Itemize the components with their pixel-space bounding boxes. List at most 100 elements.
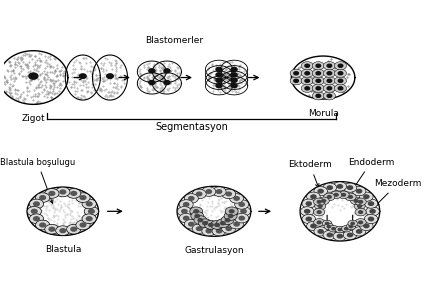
Circle shape bbox=[179, 200, 193, 209]
Circle shape bbox=[190, 207, 203, 216]
Circle shape bbox=[204, 221, 217, 229]
Circle shape bbox=[324, 69, 335, 77]
Circle shape bbox=[164, 69, 170, 73]
Circle shape bbox=[164, 80, 170, 85]
Circle shape bbox=[221, 216, 234, 225]
Circle shape bbox=[71, 227, 76, 231]
Circle shape bbox=[86, 217, 92, 221]
Circle shape bbox=[35, 220, 50, 230]
Circle shape bbox=[325, 222, 329, 225]
Circle shape bbox=[346, 223, 356, 230]
Circle shape bbox=[236, 206, 251, 216]
Circle shape bbox=[324, 62, 335, 70]
Text: Ektoderm: Ektoderm bbox=[288, 160, 332, 187]
Circle shape bbox=[314, 186, 327, 196]
Circle shape bbox=[355, 219, 366, 226]
Circle shape bbox=[314, 202, 326, 210]
Circle shape bbox=[324, 77, 335, 85]
Circle shape bbox=[324, 84, 335, 92]
Circle shape bbox=[338, 72, 343, 75]
Circle shape bbox=[229, 214, 233, 218]
Circle shape bbox=[341, 225, 351, 232]
Text: Blastula: Blastula bbox=[44, 245, 81, 255]
Circle shape bbox=[301, 84, 313, 92]
Circle shape bbox=[338, 191, 349, 198]
Circle shape bbox=[318, 197, 329, 205]
Circle shape bbox=[229, 219, 244, 229]
Circle shape bbox=[312, 84, 324, 92]
Circle shape bbox=[235, 200, 249, 209]
Circle shape bbox=[322, 200, 326, 202]
Circle shape bbox=[197, 192, 202, 196]
Circle shape bbox=[338, 229, 342, 231]
Circle shape bbox=[67, 188, 81, 198]
Circle shape bbox=[327, 87, 332, 90]
Circle shape bbox=[316, 87, 321, 90]
Circle shape bbox=[312, 92, 324, 100]
Circle shape bbox=[27, 206, 41, 216]
Circle shape bbox=[216, 219, 229, 228]
Circle shape bbox=[210, 221, 223, 229]
Circle shape bbox=[290, 77, 302, 85]
Circle shape bbox=[314, 227, 327, 236]
Circle shape bbox=[226, 192, 232, 196]
Circle shape bbox=[231, 73, 237, 77]
Circle shape bbox=[327, 233, 332, 237]
Circle shape bbox=[312, 62, 324, 70]
Circle shape bbox=[178, 206, 191, 216]
Circle shape bbox=[182, 210, 187, 213]
Circle shape bbox=[316, 64, 321, 67]
Circle shape bbox=[82, 199, 96, 209]
Circle shape bbox=[305, 79, 309, 82]
Circle shape bbox=[224, 212, 237, 221]
Circle shape bbox=[209, 223, 213, 227]
Circle shape bbox=[302, 199, 315, 208]
Circle shape bbox=[234, 196, 239, 200]
Circle shape bbox=[354, 202, 365, 210]
Circle shape bbox=[225, 219, 230, 222]
Circle shape bbox=[327, 94, 332, 97]
Circle shape bbox=[82, 214, 96, 224]
Circle shape bbox=[80, 223, 86, 227]
Circle shape bbox=[359, 221, 373, 231]
Circle shape bbox=[184, 203, 189, 206]
Circle shape bbox=[353, 186, 366, 196]
Circle shape bbox=[355, 208, 366, 216]
Circle shape bbox=[317, 221, 321, 224]
Circle shape bbox=[364, 214, 378, 224]
Circle shape bbox=[241, 210, 246, 213]
Circle shape bbox=[329, 225, 338, 232]
Circle shape bbox=[347, 233, 353, 237]
Circle shape bbox=[306, 217, 311, 221]
Circle shape bbox=[305, 210, 310, 213]
Circle shape bbox=[86, 202, 92, 206]
Circle shape bbox=[29, 214, 44, 224]
Circle shape bbox=[216, 190, 222, 193]
Circle shape bbox=[222, 189, 236, 199]
Circle shape bbox=[49, 227, 55, 231]
Circle shape bbox=[316, 79, 321, 82]
Circle shape bbox=[334, 62, 346, 70]
Circle shape bbox=[226, 227, 232, 231]
Circle shape bbox=[327, 72, 332, 75]
Circle shape bbox=[29, 73, 38, 79]
Circle shape bbox=[179, 213, 193, 223]
Circle shape bbox=[359, 192, 373, 201]
Circle shape bbox=[34, 202, 39, 206]
Circle shape bbox=[318, 205, 322, 207]
Circle shape bbox=[229, 194, 244, 203]
Circle shape bbox=[337, 185, 343, 188]
Circle shape bbox=[301, 77, 313, 85]
Circle shape bbox=[312, 69, 324, 77]
Text: Segmentasyon: Segmentasyon bbox=[155, 122, 228, 132]
Circle shape bbox=[189, 223, 194, 226]
Circle shape bbox=[231, 78, 237, 82]
Text: Blastula boşulugu: Blastula boşulugu bbox=[0, 158, 75, 203]
Circle shape bbox=[231, 84, 237, 88]
Circle shape bbox=[356, 189, 362, 193]
Circle shape bbox=[216, 84, 222, 88]
Circle shape bbox=[359, 211, 362, 213]
Circle shape bbox=[305, 64, 309, 67]
Circle shape bbox=[348, 220, 357, 227]
Circle shape bbox=[345, 193, 356, 201]
